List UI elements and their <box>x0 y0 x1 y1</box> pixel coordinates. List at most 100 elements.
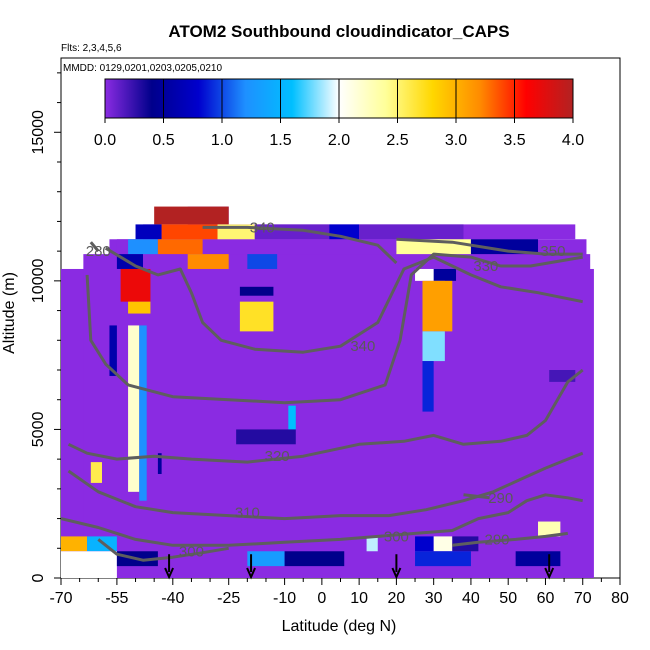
heatmap-cell <box>90 462 102 483</box>
y-tick-label: 5000 <box>30 412 47 448</box>
flight-arrow-head <box>391 567 402 580</box>
heatmap-cell <box>422 361 434 412</box>
x-tick-label: 0 <box>317 590 326 607</box>
colorbar-tick-label: 0.5 <box>152 132 174 149</box>
colorbar-tick-label: 2.5 <box>386 132 408 149</box>
colorbar-tick-label: 0.0 <box>94 132 116 149</box>
contour-line <box>104 246 583 354</box>
x-axis-title: Latitude (deg N) <box>282 618 397 635</box>
heatmap-cell <box>128 325 140 492</box>
contour-line <box>463 493 490 500</box>
heatmap-cell <box>239 301 274 332</box>
colorbar-tick-label: 1.5 <box>269 132 291 149</box>
heatmap-cell <box>549 370 576 382</box>
x-axis: -70 -55 -40 -25 -10 0 10 20 30 40 50 60 70 80 <box>49 578 629 607</box>
contour-line <box>452 531 568 547</box>
y-axis-title: Altitude (m) <box>1 272 18 354</box>
y-tick-label: 0 <box>30 573 47 582</box>
heatmap-cell <box>157 453 162 474</box>
contour-line <box>61 493 583 547</box>
contour-line <box>396 237 583 256</box>
x-tick-label: -55 <box>105 590 128 607</box>
contour-label: 300 <box>384 528 409 545</box>
heatmap-cell <box>433 268 457 281</box>
heatmap-cell <box>157 239 203 255</box>
contour-label: 300 <box>179 543 204 560</box>
heatmap-cell <box>247 254 278 269</box>
contour-label: 350 <box>540 243 565 260</box>
heatmap-cell <box>433 536 453 552</box>
x-tick-label: -10 <box>273 590 296 607</box>
heatmap-cell <box>415 268 445 281</box>
x-tick-label: 70 <box>574 590 592 607</box>
contour-label: 330 <box>473 258 498 275</box>
contour-line <box>97 538 229 562</box>
colorbar-tick-label: 3.5 <box>503 132 525 149</box>
x-tick-label: -40 <box>161 590 184 607</box>
contour-label: 340 <box>250 219 275 236</box>
contour-label: 340 <box>350 338 375 355</box>
heatmap-cell <box>284 551 345 567</box>
y-tick-label: 15000 <box>30 110 47 155</box>
x-tick-label: 20 <box>388 590 406 607</box>
colorbar-tick-label: 3.0 <box>445 132 467 149</box>
heatmap-cell <box>515 551 561 567</box>
x-tick-label: 40 <box>462 590 480 607</box>
heatmap-cell <box>61 536 88 552</box>
contour-label: 320 <box>265 448 290 465</box>
heatmap-cell <box>236 429 296 445</box>
contour-line <box>202 225 398 265</box>
heatmap-cell <box>239 286 274 296</box>
contour-line <box>89 241 100 253</box>
heatmap-cell <box>120 268 151 302</box>
contour-label: 280 <box>86 243 111 260</box>
contour-label: 310 <box>235 505 260 522</box>
arrow-layer <box>164 554 555 580</box>
heatmap-cell <box>415 536 434 552</box>
flight-arrow-head <box>246 567 256 580</box>
colorbar-tick-label: 2.0 <box>328 132 350 149</box>
heatmap-cell <box>135 224 162 240</box>
heatmap-cell <box>470 239 539 255</box>
contour-line <box>85 252 583 405</box>
x-tick-label: 30 <box>425 590 443 607</box>
heatmap-cell <box>422 331 445 362</box>
contour-line <box>67 451 584 521</box>
flight-arrow-head <box>544 567 555 580</box>
heatmap-cell <box>366 536 378 552</box>
heatmap-cell <box>187 254 229 269</box>
colorbar-tick-label: 1.0 <box>211 132 233 149</box>
heatmap-cell <box>128 239 158 255</box>
heatmap-cell <box>154 206 229 225</box>
x-tick-label: 10 <box>350 590 368 607</box>
heatmap-cell <box>61 551 117 578</box>
x-tick-label: -25 <box>217 590 240 607</box>
heatmap-cell <box>139 325 147 501</box>
heatmap-layer <box>61 206 594 578</box>
heatmap-cell <box>247 551 285 567</box>
flights-label: Flts: 2,3,4,5,6 <box>61 43 122 54</box>
contour-layer: 340 330 350 340 320 310 300 290 290 300 280 <box>61 219 584 562</box>
x-tick-label: 80 <box>611 590 629 607</box>
colorbar-tick-label: 4.0 <box>562 132 584 149</box>
contour-line <box>67 368 584 464</box>
heatmap-cell <box>359 224 464 240</box>
x-tick-label: -70 <box>49 590 72 607</box>
heatmap-cell <box>109 325 117 376</box>
colorbar: 0.0 0.5 1.0 1.5 2.0 2.5 3.0 3.5 4.0 <box>94 78 584 149</box>
heatmap-cell <box>538 521 561 537</box>
flight-arrow-head <box>164 567 174 580</box>
heatmap-background-4 <box>83 254 591 578</box>
x-tick-label: 50 <box>499 590 517 607</box>
contour-label: 290 <box>488 490 513 507</box>
dates-label: MMDD: 0129,0201,0203,0205,0210 <box>63 63 222 74</box>
y-tick-label: 10000 <box>30 259 47 304</box>
heatmap-cell <box>422 280 453 332</box>
x-tick-label: 60 <box>537 590 555 607</box>
heatmap-cell <box>288 405 296 430</box>
contour-label: 290 <box>485 531 510 548</box>
heatmap-cell <box>128 301 151 314</box>
chart-title: ATOM2 Southbound cloudindicator_CAPS <box>168 22 509 41</box>
heatmap-cell <box>415 551 471 567</box>
